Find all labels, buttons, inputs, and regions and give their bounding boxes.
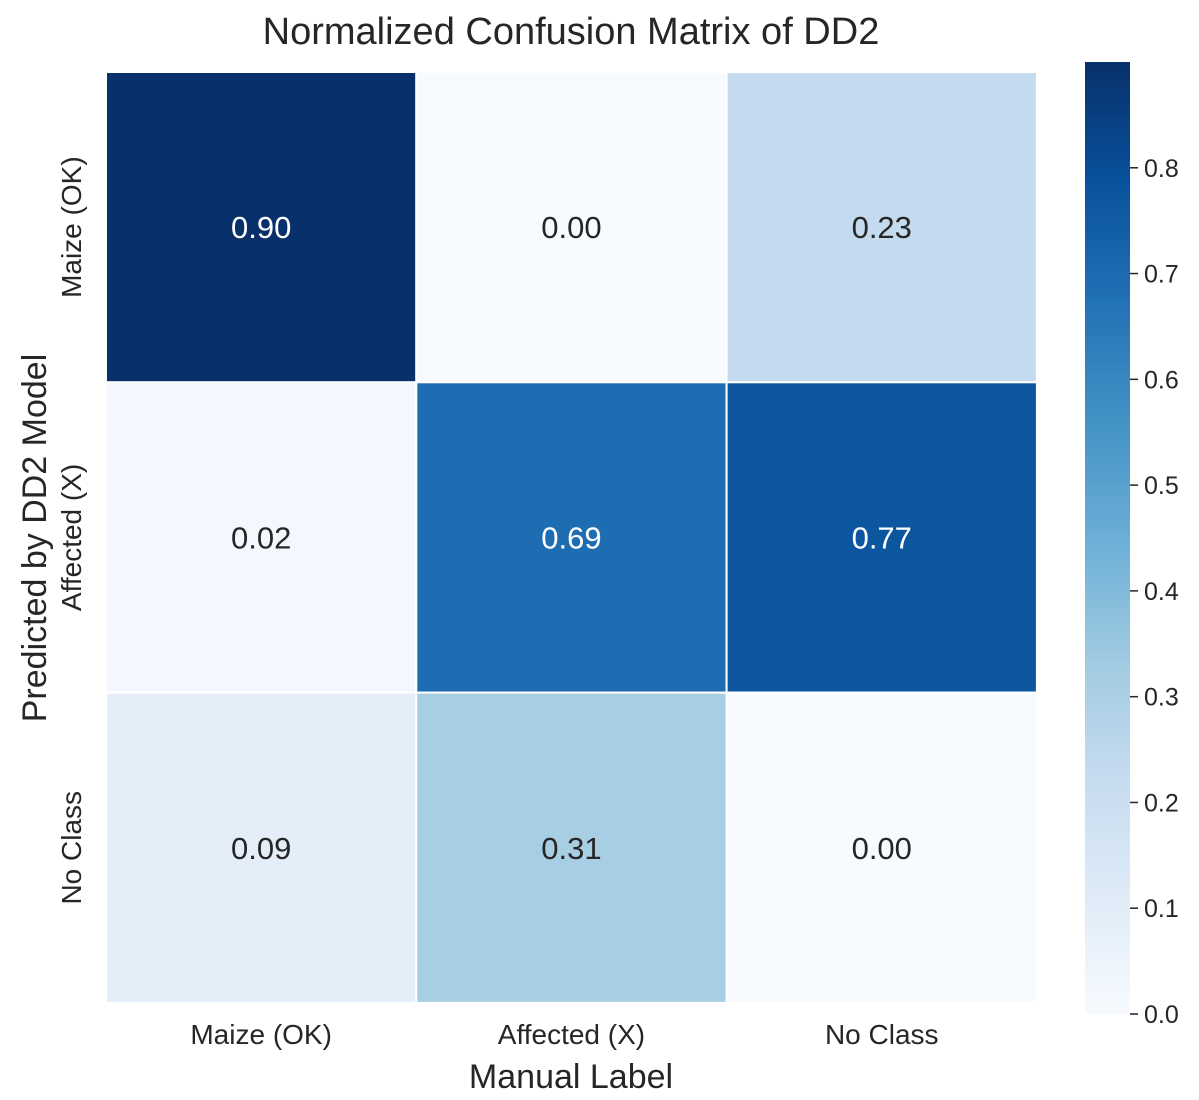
colorbar-tick-label: 0.2: [1144, 789, 1179, 817]
x-tick-label: Maize (OK): [190, 1019, 332, 1050]
heatmap-cell-r1-c0: [105, 381, 418, 694]
heatmap-cell-r0-c1: [415, 71, 728, 384]
cell-value-r1-c2: 0.77: [852, 520, 912, 555]
cell-value-r2-c1: 0.31: [541, 831, 601, 866]
heatmap-cell-r1-c2: [725, 381, 1038, 694]
cell-value-r1-c0: 0.02: [231, 520, 291, 555]
heatmap-cell-r2-c2: [725, 691, 1038, 1004]
heatmap-cells: [105, 71, 1038, 1004]
heatmap-cell-labels: 0.90 0.00 0.23 0.02 0.69 0.77 0.09 0.31 0.00: [231, 210, 912, 866]
heatmap-cell-r0-c0: [105, 71, 418, 384]
y-tick-label: Affected (X): [56, 464, 87, 611]
y-tick-label: Maize (OK): [56, 156, 87, 298]
colorbar-tick-label: 0.7: [1144, 261, 1179, 289]
y-axis-tick-labels: Maize (OK) Affected (X) No Class: [56, 156, 87, 904]
heatmap-cell-r0-c2: [725, 71, 1038, 384]
cell-value-r0-c2: 0.23: [852, 210, 912, 245]
colorbar-tick-label: 0.4: [1144, 578, 1179, 606]
cell-value-r0-c1: 0.00: [541, 210, 601, 245]
colorbar-tick-label: 0.3: [1144, 684, 1179, 712]
cell-value-r2-c0: 0.09: [231, 831, 291, 866]
x-axis-tick-labels: Maize (OK) Affected (X) No Class: [190, 1019, 938, 1050]
colorbar-tick-label: 0.5: [1144, 472, 1179, 500]
cell-value-r2-c2: 0.00: [852, 831, 912, 866]
colorbar-tick-label: 0.6: [1144, 366, 1179, 394]
cell-value-r0-c0: 0.90: [231, 210, 291, 245]
x-tick-label: Affected (X): [498, 1019, 645, 1050]
colorbar: [1085, 62, 1130, 1014]
chart-title: Normalized Confusion Matrix of DD2: [263, 11, 880, 53]
colorbar-ticks: 0.0 0.1 0.2 0.3 0.4 0.5 0.6 0.7 0.8: [1130, 155, 1179, 1029]
colorbar-tick-label: 0.0: [1144, 1001, 1179, 1029]
x-axis-label: Manual Label: [469, 1058, 673, 1096]
colorbar-tick-label: 0.1: [1144, 895, 1179, 923]
cell-value-r1-c1: 0.69: [541, 520, 601, 555]
x-tick-label: No Class: [825, 1019, 939, 1050]
heatmap-cell-r2-c0: [105, 691, 418, 1004]
heatmap-cell-r2-c1: [415, 691, 728, 1004]
heatmap-cell-r1-c1: [415, 381, 728, 694]
y-tick-label: No Class: [56, 791, 87, 905]
colorbar-tick-label: 0.8: [1144, 155, 1179, 183]
y-axis-label: Predicted by DD2 Model: [16, 354, 54, 723]
